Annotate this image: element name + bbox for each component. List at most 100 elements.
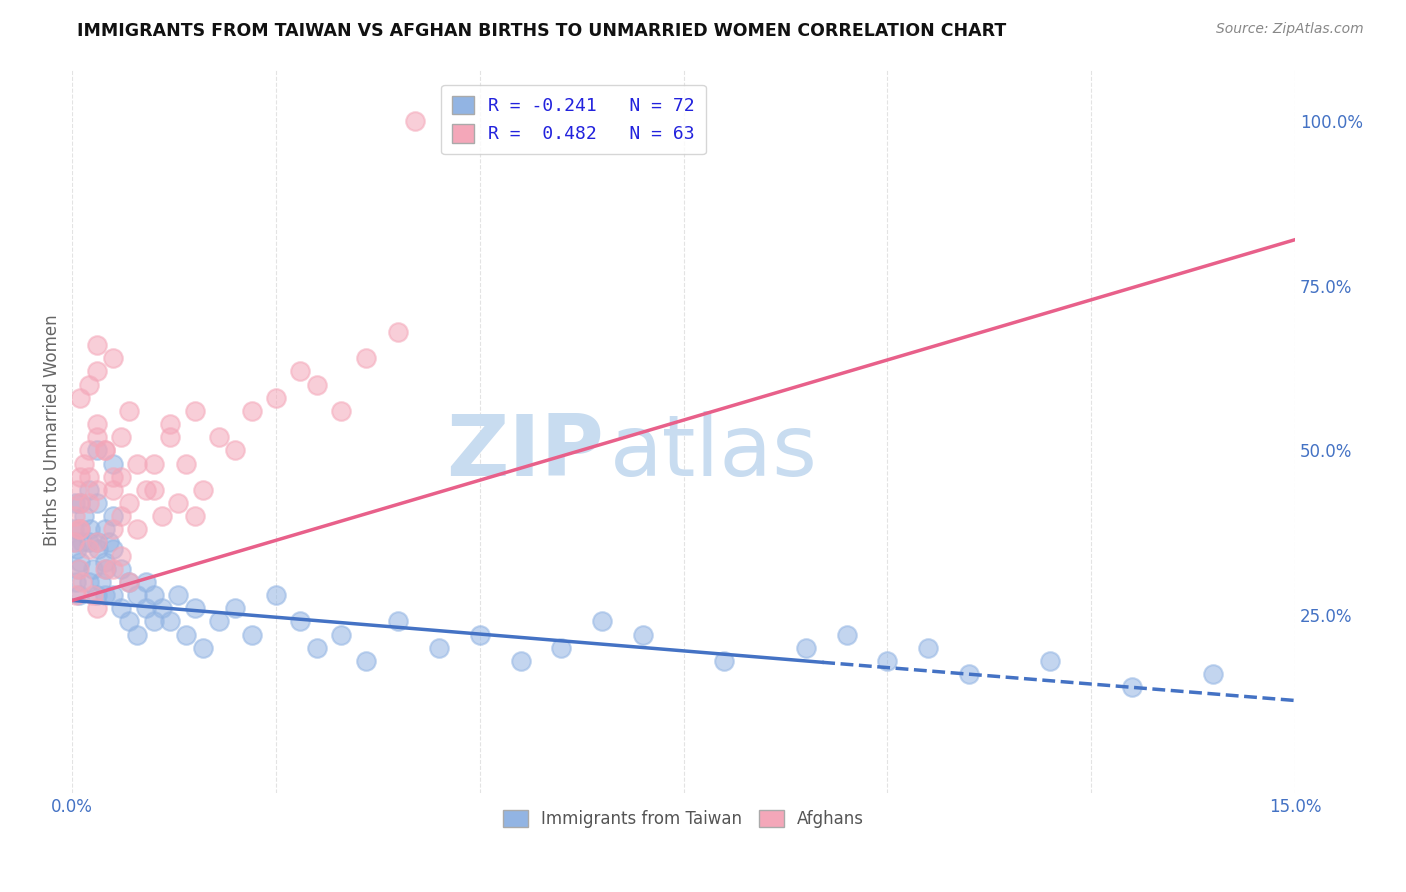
Point xyxy=(101,457,124,471)
Point xyxy=(82,588,104,602)
Point xyxy=(66,562,89,576)
Point xyxy=(77,542,100,557)
Point xyxy=(957,667,980,681)
Point xyxy=(69,522,91,536)
Point xyxy=(176,628,198,642)
Point xyxy=(65,509,87,524)
Point xyxy=(110,601,132,615)
Point xyxy=(354,654,377,668)
Point xyxy=(86,601,108,615)
Point xyxy=(63,522,86,536)
Point xyxy=(79,522,101,536)
Point xyxy=(330,628,353,642)
Point xyxy=(110,562,132,576)
Point xyxy=(354,351,377,366)
Point xyxy=(387,325,409,339)
Point xyxy=(118,615,141,629)
Point xyxy=(183,601,205,615)
Point xyxy=(82,562,104,576)
Point xyxy=(77,443,100,458)
Point xyxy=(713,654,735,668)
Point xyxy=(67,588,90,602)
Point xyxy=(264,391,287,405)
Point xyxy=(305,377,328,392)
Point xyxy=(90,574,112,589)
Point xyxy=(1121,681,1143,695)
Point xyxy=(101,469,124,483)
Point xyxy=(917,640,939,655)
Point xyxy=(118,574,141,589)
Point xyxy=(69,522,91,536)
Point xyxy=(127,457,149,471)
Point xyxy=(101,588,124,602)
Point xyxy=(118,404,141,418)
Point xyxy=(183,404,205,418)
Point xyxy=(142,457,165,471)
Point xyxy=(110,430,132,444)
Point xyxy=(101,542,124,557)
Point xyxy=(191,640,214,655)
Point xyxy=(876,654,898,668)
Text: Source: ZipAtlas.com: Source: ZipAtlas.com xyxy=(1216,22,1364,37)
Point xyxy=(69,555,91,569)
Point xyxy=(86,364,108,378)
Point xyxy=(142,588,165,602)
Point xyxy=(550,640,572,655)
Point xyxy=(794,640,817,655)
Point xyxy=(86,338,108,352)
Point xyxy=(631,628,654,642)
Point xyxy=(94,562,117,576)
Y-axis label: Births to Unmarried Women: Births to Unmarried Women xyxy=(44,315,60,547)
Point xyxy=(159,430,181,444)
Point xyxy=(208,430,231,444)
Point xyxy=(94,522,117,536)
Point xyxy=(94,443,117,458)
Point xyxy=(70,535,93,549)
Point xyxy=(159,417,181,431)
Point xyxy=(86,483,108,497)
Point xyxy=(86,535,108,549)
Text: ZIP: ZIP xyxy=(446,411,605,494)
Point xyxy=(110,469,132,483)
Point xyxy=(135,601,157,615)
Point xyxy=(101,483,124,497)
Point xyxy=(69,496,91,510)
Point xyxy=(1202,667,1225,681)
Point xyxy=(142,615,165,629)
Point xyxy=(167,588,190,602)
Point xyxy=(127,628,149,642)
Point xyxy=(94,555,117,569)
Point xyxy=(77,496,100,510)
Point xyxy=(110,509,132,524)
Text: IMMIGRANTS FROM TAIWAN VS AFGHAN BIRTHS TO UNMARRIED WOMEN CORRELATION CHART: IMMIGRANTS FROM TAIWAN VS AFGHAN BIRTHS … xyxy=(77,22,1007,40)
Point xyxy=(94,588,117,602)
Point xyxy=(150,601,173,615)
Point xyxy=(150,509,173,524)
Point xyxy=(73,457,96,471)
Point xyxy=(69,496,91,510)
Point xyxy=(69,469,91,483)
Point xyxy=(290,615,312,629)
Point xyxy=(63,535,86,549)
Point xyxy=(97,535,120,549)
Point xyxy=(66,483,89,497)
Point xyxy=(77,469,100,483)
Point xyxy=(69,391,91,405)
Point xyxy=(305,640,328,655)
Point xyxy=(240,404,263,418)
Point xyxy=(404,114,426,128)
Point xyxy=(77,483,100,497)
Point xyxy=(127,522,149,536)
Point xyxy=(73,509,96,524)
Legend: Immigrants from Taiwan, Afghans: Immigrants from Taiwan, Afghans xyxy=(496,804,870,835)
Point xyxy=(127,588,149,602)
Point xyxy=(387,615,409,629)
Point xyxy=(86,496,108,510)
Point xyxy=(87,542,110,557)
Point xyxy=(264,588,287,602)
Point xyxy=(63,496,86,510)
Point xyxy=(468,628,491,642)
Point xyxy=(86,430,108,444)
Point xyxy=(67,522,90,536)
Point xyxy=(1039,654,1062,668)
